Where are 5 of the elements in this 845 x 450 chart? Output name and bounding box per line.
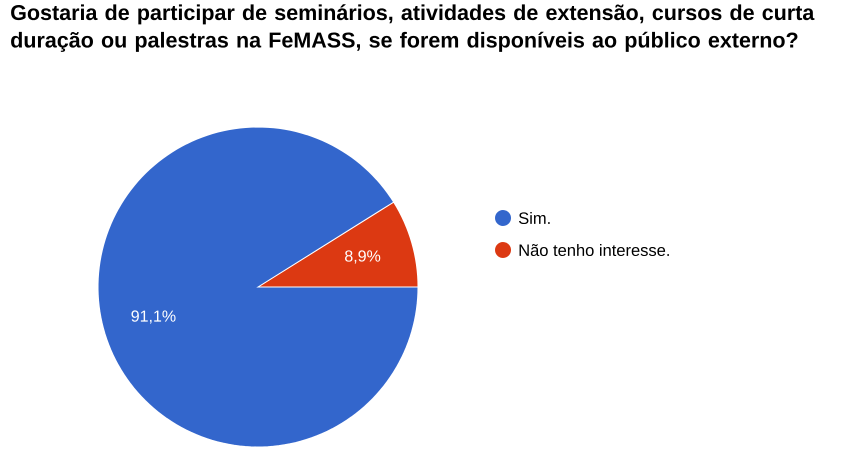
data-label: 91,1% — [131, 310, 176, 324]
chart-title: Gostaria de participar de seminários, atividades de extensão, cursos de curta duração ou palestras na FeMASS, se forem disponíveis ao público externo? — [11, 4, 814, 52]
data-label: 8,9% — [345, 250, 380, 264]
legend-label: Sim. — [518, 212, 550, 224]
legend-label: Não tenho interesse. — [520, 244, 669, 256]
